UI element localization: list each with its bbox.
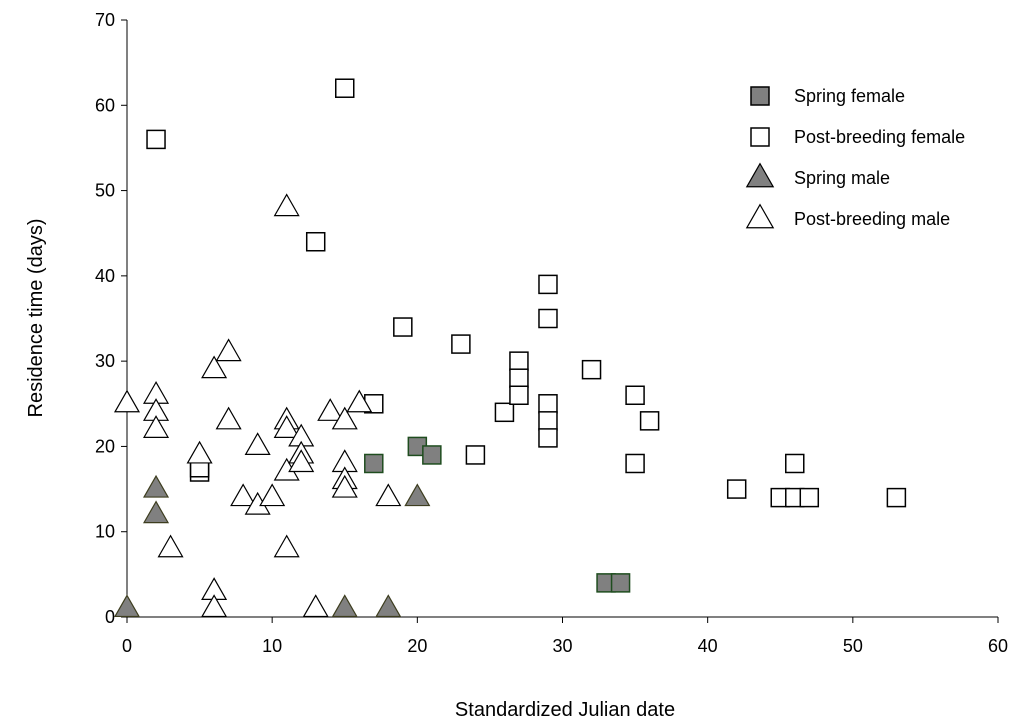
square-point bbox=[799, 487, 820, 508]
triangle-point bbox=[273, 193, 300, 217]
triangle-point bbox=[317, 398, 344, 421]
x-tick-label: 50 bbox=[843, 636, 863, 656]
legend-label: Spring female bbox=[794, 86, 905, 106]
square-point bbox=[639, 411, 660, 431]
series-post-breeding-male bbox=[113, 193, 402, 618]
y-tick-label: 70 bbox=[95, 10, 115, 30]
triangle-point bbox=[215, 406, 242, 430]
square-point bbox=[726, 479, 747, 499]
y-tick-label: 20 bbox=[95, 436, 115, 456]
square-point bbox=[335, 78, 355, 98]
square-point bbox=[538, 308, 558, 329]
y-tick-label: 0 bbox=[105, 607, 115, 627]
square-point bbox=[146, 129, 166, 150]
axes bbox=[126, 20, 998, 618]
triangle-point bbox=[288, 449, 315, 473]
square-point bbox=[538, 274, 558, 295]
triangle-point bbox=[230, 483, 257, 507]
square-point bbox=[625, 385, 645, 406]
square-point bbox=[422, 445, 442, 465]
series-spring-female bbox=[364, 436, 631, 593]
y-tick-label: 40 bbox=[95, 266, 115, 286]
square-point bbox=[625, 453, 645, 474]
triangle-point bbox=[244, 432, 271, 456]
triangle-point bbox=[375, 483, 402, 507]
triangle-point bbox=[331, 594, 358, 618]
square-point bbox=[509, 368, 529, 388]
legend-item: Spring female bbox=[750, 86, 905, 106]
x-axis-title: Standardized Julian date bbox=[455, 699, 675, 721]
square-point bbox=[509, 385, 529, 406]
square-point bbox=[581, 359, 602, 380]
square-point bbox=[538, 411, 558, 431]
triangle-point bbox=[157, 534, 184, 558]
x-tick-label: 0 bbox=[122, 636, 132, 656]
square-point bbox=[465, 445, 486, 465]
y-tick-label: 50 bbox=[95, 181, 115, 201]
triangle-point bbox=[201, 594, 228, 618]
y-tick-label: 60 bbox=[95, 95, 115, 115]
x-tick-label: 20 bbox=[407, 636, 427, 656]
x-tick-label: 30 bbox=[552, 636, 572, 656]
y-axis-title: Residence time (days) bbox=[25, 219, 47, 418]
triangle-point bbox=[215, 338, 242, 362]
data-points bbox=[113, 78, 907, 618]
legend-triangle-symbol bbox=[745, 203, 775, 229]
legend-label: Post-breeding male bbox=[794, 209, 950, 229]
triangle-point bbox=[113, 594, 141, 618]
legend-triangle-symbol bbox=[745, 162, 775, 188]
legend-label: Spring male bbox=[794, 168, 890, 188]
triangle-point bbox=[259, 483, 286, 507]
y-ticks: 0 10 20 30 40 50 60 70 bbox=[95, 10, 127, 627]
series-post-breeding-female bbox=[146, 78, 907, 508]
triangle-point bbox=[273, 534, 300, 558]
triangle-point bbox=[346, 389, 373, 413]
triangle-point bbox=[302, 594, 329, 618]
triangle-point bbox=[404, 483, 431, 507]
square-point bbox=[305, 231, 326, 252]
triangle-point bbox=[331, 406, 358, 430]
legend-item: Post-breeding male bbox=[745, 203, 950, 229]
series-spring-male bbox=[113, 474, 431, 618]
square-point bbox=[494, 402, 515, 423]
triangle-point bbox=[113, 389, 141, 413]
x-ticks: 0 10 20 30 40 50 60 bbox=[122, 617, 1008, 656]
y-tick-label: 30 bbox=[95, 351, 115, 371]
square-point bbox=[451, 334, 471, 354]
triangle-point bbox=[331, 474, 358, 498]
x-tick-label: 60 bbox=[988, 636, 1008, 656]
triangle-point bbox=[142, 500, 170, 524]
square-point bbox=[886, 487, 907, 508]
triangle-point bbox=[273, 415, 300, 438]
square-point bbox=[509, 351, 529, 371]
x-tick-label: 40 bbox=[698, 636, 718, 656]
x-tick-label: 10 bbox=[262, 636, 282, 656]
legend-label: Post-breeding female bbox=[794, 127, 965, 147]
triangle-point bbox=[186, 440, 213, 464]
square-point bbox=[785, 453, 805, 474]
square-point bbox=[610, 573, 631, 593]
legend: Spring female Post-breeding female Spring … bbox=[745, 86, 965, 229]
legend-square-symbol bbox=[750, 127, 770, 147]
square-point bbox=[538, 394, 558, 414]
square-point bbox=[393, 317, 413, 337]
triangle-point bbox=[142, 474, 170, 498]
legend-item: Spring male bbox=[745, 162, 890, 188]
legend-item: Post-breeding female bbox=[750, 127, 965, 147]
triangle-point bbox=[201, 355, 228, 379]
square-point bbox=[364, 453, 384, 474]
y-tick-label: 10 bbox=[95, 522, 115, 542]
triangle-point bbox=[375, 594, 402, 618]
triangle-point bbox=[142, 415, 170, 438]
legend-square-symbol bbox=[750, 86, 770, 106]
square-point bbox=[538, 428, 558, 448]
